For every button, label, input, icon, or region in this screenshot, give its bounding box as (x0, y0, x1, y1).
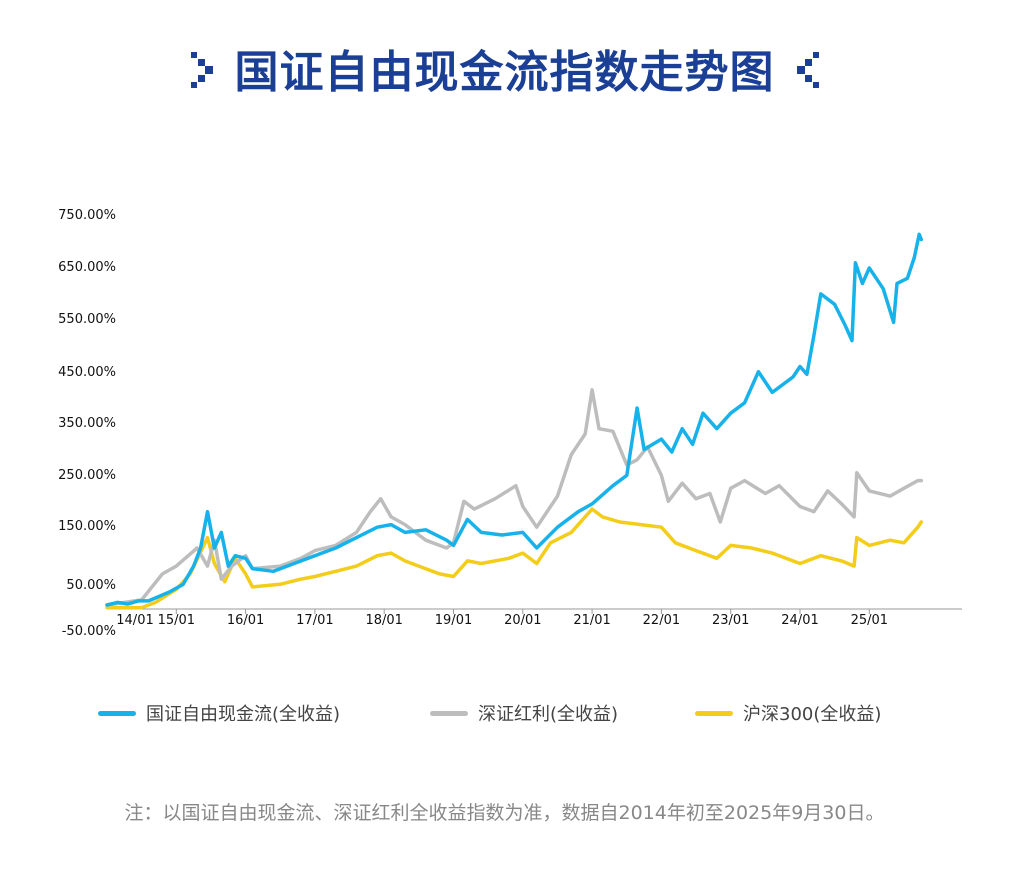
footnote: 注：以国证自由现金流、深证红利全收益指数为准，数据自2014年初至2025年9月… (124, 802, 885, 824)
series-line (105, 232, 924, 607)
y-tick-label: 650.00% (58, 260, 116, 275)
series-lines (105, 232, 924, 610)
legend-item-sz-dividend: 深证红利(全收益) (430, 700, 618, 726)
x-tick-label: 24/01 (781, 613, 819, 628)
y-tick-label: 250.00% (58, 468, 116, 483)
x-tick-label: 15/01 (157, 613, 196, 628)
x-tick-label: 14/01 (116, 613, 154, 628)
y-tick-label: 550.00% (58, 312, 116, 327)
legend: 国证自由现金流(全收益) 深证红利(全收益) 沪深300(全收益) (0, 700, 1009, 726)
legend-swatch (430, 710, 468, 716)
x-tick-label: 16/01 (226, 613, 265, 628)
x-tick-label: 25/01 (850, 613, 889, 628)
x-tick-label: 19/01 (434, 613, 473, 628)
page-title: 国证自由现金流指数走势图 (234, 47, 775, 98)
y-tick-label: 450.00% (58, 365, 116, 380)
title-row: 国证自由现金流指数走势图 (0, 36, 1009, 100)
y-tick-label: 150.00% (58, 519, 116, 534)
legend-item-csi300: 沪深300(全收益) (695, 700, 881, 726)
x-tick-label: 21/01 (573, 613, 611, 628)
x-tick-label: 18/01 (365, 613, 403, 628)
legend-swatch (98, 710, 136, 716)
legend-label: 深证红利(全收益) (478, 704, 619, 725)
chevron-left-dots-icon (796, 48, 821, 88)
x-tick-label: 22/01 (642, 613, 681, 628)
legend-swatch (695, 710, 733, 716)
y-tick-label: -50.00% (61, 624, 116, 639)
y-tick-label: 350.00% (58, 416, 116, 431)
x-axis-ticks (175, 609, 870, 614)
y-tick-label: 50.00% (66, 578, 116, 593)
chevron-right-dots-icon (189, 48, 213, 88)
legend-item-free-cash-flow: 国证自由现金流(全收益) (98, 700, 340, 726)
legend-label: 国证自由现金流(全收益) (146, 704, 341, 725)
x-tick-label: 17/01 (296, 613, 334, 628)
legend-label: 沪深300(全收益) (743, 704, 882, 725)
x-tick-label: 23/01 (711, 613, 750, 628)
series-line (105, 507, 924, 610)
y-tick-label: 750.00% (58, 208, 116, 223)
x-tick-label: 20/01 (504, 613, 542, 628)
